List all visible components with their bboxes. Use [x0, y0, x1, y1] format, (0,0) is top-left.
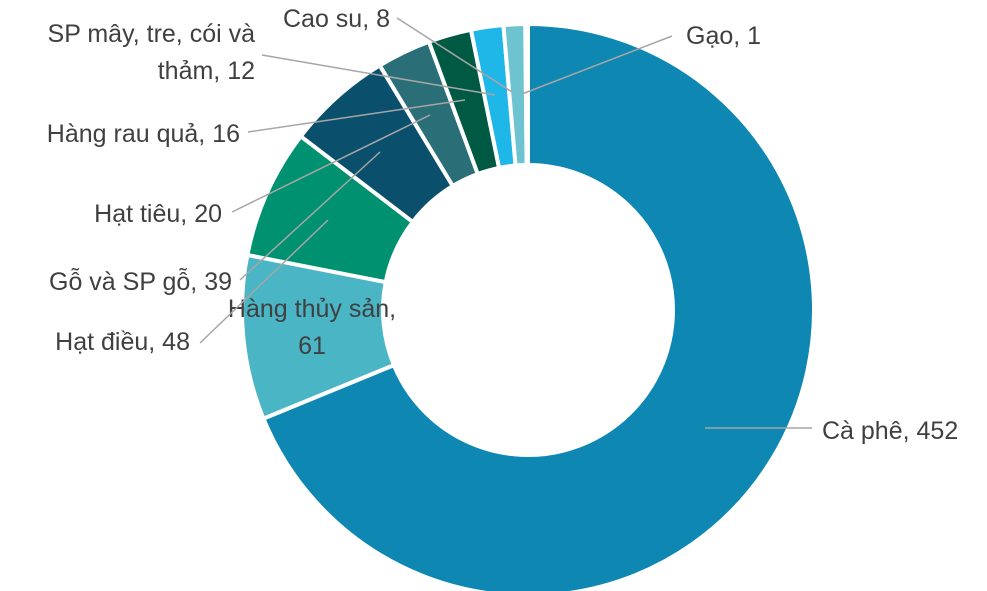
leader-line — [396, 17, 513, 93]
data-label-line: Cao su, 8 — [283, 5, 390, 33]
data-label: Hàng thủy sản, 61 — [228, 295, 396, 360]
data-label: Gỗ và SP gỗ, 39 — [49, 267, 232, 296]
data-label-line: Gạo, 1 — [686, 22, 761, 50]
data-label-line: Hạt điều, 48 — [55, 328, 190, 356]
leader-line — [261, 54, 496, 96]
slice: Cà phê — [260, 21, 816, 591]
data-label-line: Hạt tiêu, 20 — [94, 200, 222, 228]
data-label-line: Cà phê, 452 — [822, 417, 958, 445]
data-label: SP mây, tre, cói và thảm, 12 — [48, 20, 256, 85]
data-label-line: 61 — [298, 332, 326, 360]
leader-line — [247, 99, 466, 133]
data-label-line: Hàng thủy sản, — [228, 295, 396, 323]
data-label: Hạt điều, 48 — [55, 328, 190, 356]
data-label: Hạt tiêu, 20 — [94, 200, 222, 228]
leader-line — [239, 151, 381, 281]
data-label: Gạo, 1 — [686, 22, 761, 50]
data-label-line: SP mây, tre, cói và — [48, 20, 256, 48]
leader-line — [199, 219, 329, 344]
slice: Gạo — [523, 21, 530, 168]
data-label: Cao su, 8 — [283, 5, 390, 33]
data-label: Cà phê, 452 — [822, 417, 958, 445]
data-label: Hàng rau quả, 16 — [47, 120, 240, 148]
data-label-line: thảm, 12 — [158, 57, 255, 85]
data-label-line: Gỗ và SP gỗ, 39 — [49, 267, 232, 296]
leader-line — [521, 35, 673, 95]
data-label-line: Hàng rau quả, 16 — [47, 120, 240, 148]
leader-line — [231, 114, 431, 213]
